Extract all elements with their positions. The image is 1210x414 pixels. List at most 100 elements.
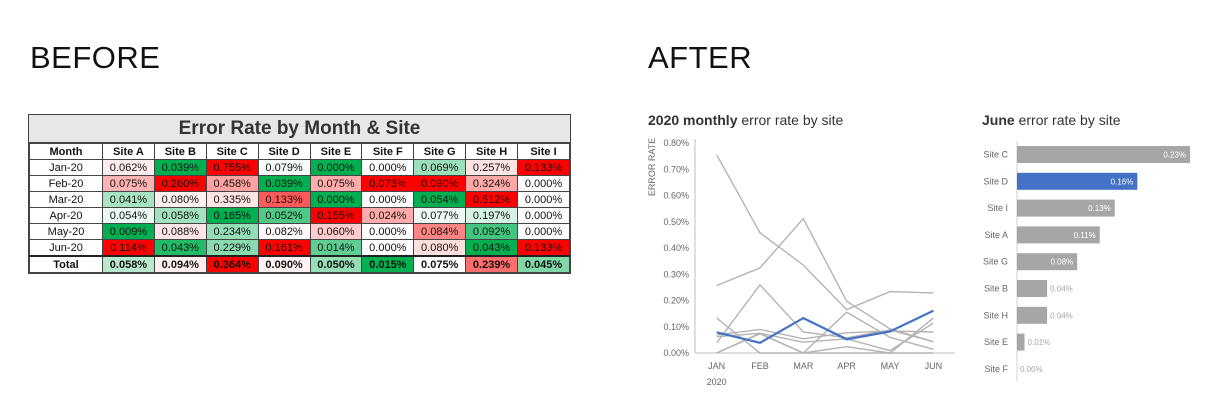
bar-category-label: Site C bbox=[983, 150, 1008, 160]
bar-value-label: 0.13% bbox=[1088, 204, 1111, 213]
heatmap-cell: 0.234% bbox=[205, 223, 259, 240]
line-chart-y-tick-label: 0.60% bbox=[663, 191, 689, 201]
heatmap-cell: 0.165% bbox=[205, 207, 259, 224]
heatmap-month-cell: Total bbox=[29, 255, 103, 273]
heatmap-month-cell: May-20 bbox=[29, 223, 103, 240]
line-chart: 2020 monthly error rate by site ERROR RA… bbox=[647, 112, 955, 387]
line-chart-y-tick-label: 0.40% bbox=[663, 243, 689, 253]
heatmap-cell: 0.133% bbox=[517, 239, 570, 257]
heatmap-cell: 0.075% bbox=[102, 175, 155, 192]
line-chart-y-tick-label: 0.50% bbox=[663, 217, 689, 227]
heatmap-month-cell: Feb-20 bbox=[29, 175, 103, 192]
line-series-site-f bbox=[716, 333, 934, 354]
heatmap-cell: 0.260% bbox=[153, 175, 207, 192]
heatmap-cell: 0.084% bbox=[413, 223, 467, 240]
heatmap-cell: 0.090% bbox=[413, 175, 467, 192]
line-chart-y-tick-label: 0.00% bbox=[663, 348, 689, 358]
heatmap-cell: 0.335% bbox=[205, 191, 259, 208]
heatmap-cell: 0.069% bbox=[413, 159, 467, 176]
heatmap-table: Error Rate by Month & Site Month Site A Si… bbox=[28, 114, 571, 274]
bar-chart: June error rate by site Site C 0.23%Site … bbox=[982, 112, 1190, 382]
line-series-site-c bbox=[716, 154, 934, 311]
bar-site-g bbox=[1017, 253, 1078, 271]
heatmap-cell: 0.015% bbox=[361, 255, 415, 273]
bar-site-d bbox=[1017, 172, 1138, 190]
heatmap-cell: 0.092% bbox=[465, 223, 518, 240]
heatmap-month-cell: Jan-20 bbox=[29, 159, 103, 176]
line-chart-series bbox=[716, 154, 934, 354]
heatmap-cell: 0.039% bbox=[153, 159, 207, 176]
line-series-site-h bbox=[716, 217, 934, 343]
bar-category-label: Site G bbox=[983, 257, 1008, 267]
line-chart-x-sublabel: 2020 bbox=[707, 377, 727, 387]
heatmap-row: Jun-20 0.114% 0.043% 0.229% 0.161% 0.014% 0.00… bbox=[29, 239, 570, 257]
line-series-site-a bbox=[716, 322, 934, 352]
heatmap-cell: 0.079% bbox=[257, 159, 311, 176]
heatmap-cell: 0.133% bbox=[257, 191, 311, 208]
line-series-site-b bbox=[716, 283, 934, 344]
heatmap-cell: 0.000% bbox=[309, 191, 363, 208]
heatmap-cell: 0.512% bbox=[465, 191, 518, 208]
heatmap-cell: 0.080% bbox=[153, 191, 207, 208]
heatmap-title: Error Rate by Month & Site bbox=[29, 115, 570, 143]
heatmap-cell: 0.052% bbox=[257, 207, 311, 224]
line-chart-y-tick-label: 0.10% bbox=[663, 322, 689, 332]
heatmap-cell: 0.229% bbox=[205, 239, 259, 257]
line-chart-y-tick-label: 0.80% bbox=[663, 138, 689, 148]
heatmap-cell: 0.000% bbox=[517, 191, 570, 208]
line-chart-x-tick-label: JAN bbox=[708, 361, 725, 371]
bar-chart-bars: Site C 0.23% Site D 0.16% Site I 0.13% Site A 0… bbox=[983, 141, 1190, 382]
heatmap-month-cell: Jun-20 bbox=[29, 239, 103, 257]
heatmap-row: May-20 0.009% 0.088% 0.234% 0.082% 0.060% 0.00… bbox=[29, 223, 570, 240]
heatmap-cell: 0.364% bbox=[205, 255, 259, 273]
heatmap-cell: 0.009% bbox=[102, 223, 155, 240]
line-chart-title: 2020 monthly error rate by site bbox=[648, 112, 844, 128]
heatmap-cell: 0.755% bbox=[205, 159, 259, 176]
heatmap-column-header: Site I bbox=[517, 143, 570, 160]
bar-category-label: Site I bbox=[987, 203, 1008, 213]
heatmap-cell: 0.094% bbox=[153, 255, 207, 273]
line-chart-x-tick-label: MAR bbox=[793, 361, 814, 371]
heatmap-row: Mar-20 0.041% 0.080% 0.335% 0.133% 0.000% 0.00… bbox=[29, 191, 570, 208]
heatmap-cell: 0.080% bbox=[413, 239, 467, 257]
heatmap-cell: 0.054% bbox=[413, 191, 467, 208]
heatmap-cell: 0.058% bbox=[102, 255, 155, 273]
heatmap-month-cell: Mar-20 bbox=[29, 191, 103, 208]
line-chart-axes: 0.00% 0.10% 0.20% 0.30% 0.40% 0.50% 0.60% 0.70%… bbox=[663, 138, 955, 387]
heatmap-cell: 0.039% bbox=[257, 175, 311, 192]
bar-site-b bbox=[1017, 280, 1048, 297]
heatmap-cell: 0.077% bbox=[413, 207, 467, 224]
heatmap-column-header: Site B bbox=[153, 143, 207, 160]
heatmap-cell: 0.155% bbox=[309, 207, 363, 224]
bar-value-label: 0.04% bbox=[1050, 311, 1073, 320]
heatmap-cell: 0.197% bbox=[465, 207, 518, 224]
heatmap-cell: 0.324% bbox=[465, 175, 518, 192]
line-chart-title-bold: 2020 monthly bbox=[648, 112, 738, 128]
heatmap-cell: 0.000% bbox=[361, 191, 415, 208]
heatmap-cell: 0.075% bbox=[413, 255, 467, 273]
heatmap-column-header: Site D bbox=[257, 143, 311, 160]
heatmap-cell: 0.054% bbox=[102, 207, 155, 224]
heatmap-column-header: Site E bbox=[309, 143, 363, 160]
line-chart-y-tick-label: 0.30% bbox=[663, 269, 689, 279]
heatmap-cell: 0.458% bbox=[205, 175, 259, 192]
bar-site-c bbox=[1017, 146, 1190, 163]
heatmap-cell: 0.257% bbox=[465, 159, 518, 176]
heatmap-cell: 0.000% bbox=[361, 239, 415, 257]
bar-chart-title-rest: error rate by site bbox=[1015, 112, 1121, 128]
heatmap-cell: 0.114% bbox=[102, 239, 155, 257]
heatmap-column-header: Site C bbox=[205, 143, 259, 160]
bar-value-label: 0.04% bbox=[1050, 285, 1073, 294]
bar-value-label: 0.23% bbox=[1163, 151, 1186, 160]
bar-value-label: 0.16% bbox=[1111, 177, 1134, 186]
heatmap-cell: 0.088% bbox=[153, 223, 207, 240]
heatmap-total-row: Total 0.058% 0.094% 0.364% 0.090% 0.050% 0.015… bbox=[29, 255, 570, 273]
bar-site-e bbox=[1017, 333, 1025, 351]
heatmap-cell: 0.050% bbox=[309, 255, 363, 273]
heatmap-row: Apr-20 0.054% 0.058% 0.165% 0.052% 0.155% 0.02… bbox=[29, 207, 570, 224]
line-series-site-d bbox=[716, 309, 934, 344]
heatmap-cell: 0.043% bbox=[153, 239, 207, 257]
line-chart-y-tick-label: 0.70% bbox=[663, 164, 689, 174]
heatmap-grid: Month Site A Site B Site C Site D Site E Site … bbox=[29, 143, 570, 273]
heatmap-header-row: Month Site A Site B Site C Site D Site E Site … bbox=[29, 143, 570, 160]
